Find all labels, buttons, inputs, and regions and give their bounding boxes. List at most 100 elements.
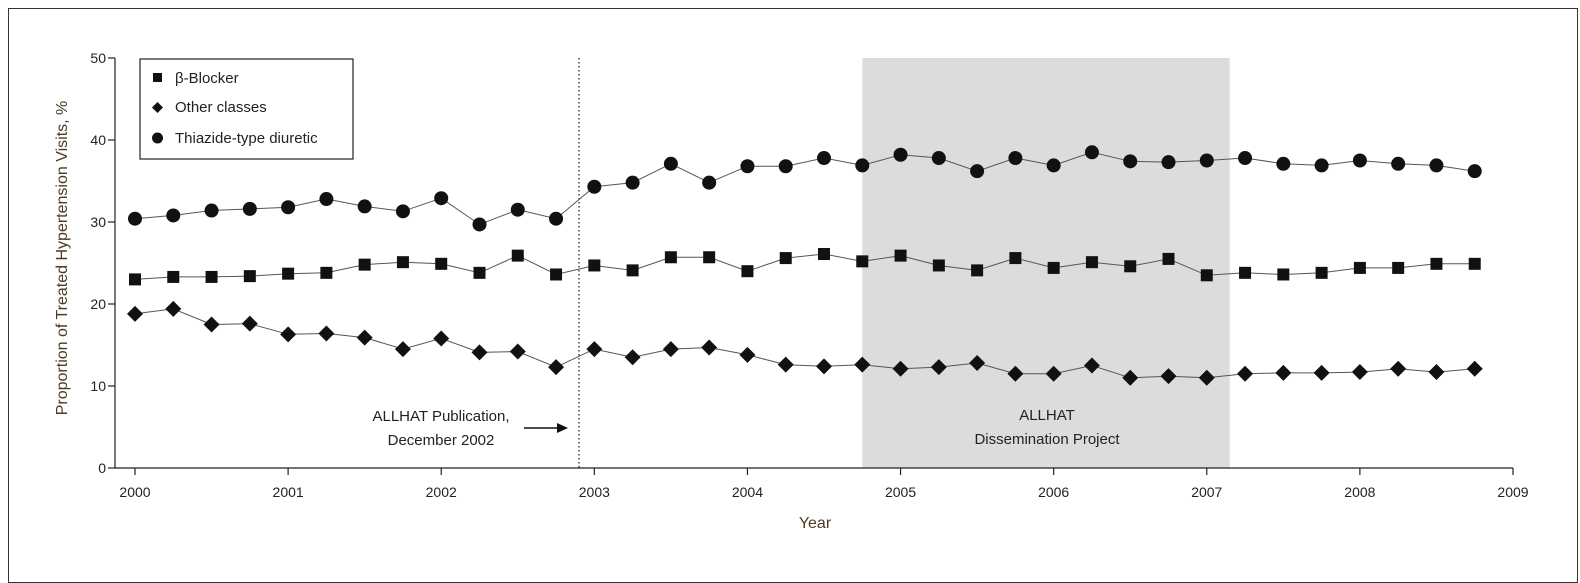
data-point-diamond-17: [777, 356, 794, 373]
data-point-square-21: [932, 259, 945, 272]
data-point-square-24: [1047, 261, 1060, 274]
data-point-circle-31: [1314, 158, 1329, 173]
data-point-diamond-15: [701, 339, 718, 356]
data-point-square-33: [1392, 261, 1405, 274]
data-point-square-0: [129, 273, 141, 286]
series-lines: [134, 151, 1475, 379]
data-point-diamond-9: [471, 344, 488, 361]
data-point-square-26: [1124, 260, 1137, 273]
data-point-circle-20: [893, 147, 908, 162]
data-point-circle-27: [1161, 155, 1176, 170]
x-tick-label-2000: 2000: [119, 484, 150, 500]
data-point-square-14: [664, 251, 677, 264]
x-axis-title: Year: [799, 515, 832, 532]
data-point-diamond-34: [1428, 364, 1445, 381]
data-point-square-10: [511, 249, 524, 262]
x-tick-label-2008: 2008: [1344, 484, 1375, 500]
dissemination-label-line1: ALLHAT: [1019, 407, 1075, 424]
publication-label-line1: ALLHAT Publication,: [372, 408, 509, 425]
x-tick-label-2009: 2009: [1497, 484, 1528, 500]
x-tick-label-2007: 2007: [1191, 484, 1222, 500]
data-point-circle-3: [242, 201, 257, 216]
publication-label-line2: December 2002: [388, 432, 495, 449]
data-point-diamond-14: [662, 341, 679, 358]
data-point-square-15: [703, 251, 716, 264]
data-point-circle-21: [931, 151, 946, 166]
data-point-diamond-29: [1237, 365, 1254, 382]
series-line-circle: [134, 151, 1475, 226]
dissemination-annotation: ALLHAT Dissemination Project: [974, 407, 1120, 448]
data-point-diamond-23: [1007, 365, 1024, 382]
x-tick-label-2005: 2005: [885, 484, 916, 500]
data-point-square-11: [550, 268, 563, 281]
data-point-circle-23: [1008, 151, 1023, 166]
data-point-diamond-32: [1351, 364, 1368, 381]
data-point-diamond-30: [1275, 364, 1292, 381]
x-tick-label-2006: 2006: [1038, 484, 1069, 500]
series-markers: [127, 145, 1483, 386]
data-point-diamond-24: [1045, 365, 1062, 382]
data-point-circle-2: [204, 203, 219, 218]
data-point-diamond-5: [318, 325, 335, 342]
data-point-circle-33: [1391, 156, 1406, 171]
data-point-square-28: [1200, 269, 1213, 282]
data-point-square-29: [1239, 266, 1252, 279]
data-point-square-32: [1353, 261, 1366, 274]
data-point-diamond-35: [1466, 360, 1483, 377]
data-point-diamond-16: [739, 346, 756, 363]
data-point-diamond-8: [433, 330, 450, 347]
data-point-square-13: [626, 264, 639, 277]
data-point-diamond-10: [509, 343, 526, 360]
data-point-circle-4: [281, 200, 296, 215]
data-point-circle-6: [357, 199, 372, 214]
y-tick-label-10: 10: [90, 378, 106, 394]
data-point-circle-26: [1123, 154, 1138, 169]
x-tick-label-2004: 2004: [732, 484, 763, 500]
data-point-circle-24: [1046, 158, 1061, 173]
data-point-square-1: [167, 270, 180, 283]
y-tick-label-30: 30: [90, 214, 106, 230]
data-point-diamond-28: [1198, 369, 1215, 386]
data-point-circle-7: [395, 204, 410, 219]
data-point-square-8: [435, 257, 448, 270]
data-point-circle-11: [549, 211, 564, 226]
data-point-circle-22: [970, 164, 985, 179]
publication-annotation: ALLHAT Publication, December 2002: [372, 408, 568, 449]
data-point-square-12: [588, 259, 601, 272]
x-tick-label-2001: 2001: [273, 484, 304, 500]
data-point-diamond-20: [892, 360, 909, 377]
y-axis-title: Proportion of Treated Hypertension Visit…: [54, 101, 71, 416]
data-point-square-16: [741, 265, 754, 278]
data-point-circle-17: [778, 159, 793, 174]
data-point-circle-16: [740, 159, 755, 174]
data-point-square-22: [971, 264, 984, 277]
data-point-diamond-1: [165, 300, 182, 317]
data-point-diamond-18: [816, 358, 832, 375]
y-tick-label-40: 40: [90, 132, 106, 148]
data-point-square-27: [1162, 252, 1175, 265]
axes: 2000 2001 2002 2003 2004 2005 2006 2007 2008 2009…: [90, 50, 1528, 500]
series-line-diamond: [134, 308, 1475, 379]
data-point-circle-10: [510, 202, 525, 217]
data-point-square-17: [779, 252, 792, 265]
legend-label-beta-blocker: β-Blocker: [175, 70, 239, 87]
data-point-square-18: [818, 247, 830, 260]
data-point-diamond-12: [586, 341, 603, 358]
legend: β-Blocker Other classes Thiazide-type di…: [139, 58, 354, 160]
data-point-circle-25: [1084, 145, 1099, 160]
data-point-diamond-21: [930, 359, 947, 376]
data-point-diamond-26: [1122, 369, 1139, 386]
data-point-circle-30: [1276, 156, 1291, 171]
data-point-square-9: [473, 266, 486, 279]
data-point-square-34: [1430, 257, 1443, 270]
line-chart: 2000 2001 2002 2003 2004 2005 2006 2007 2008 2009…: [54, 50, 1529, 532]
data-point-diamond-25: [1083, 357, 1100, 374]
data-point-circle-14: [663, 156, 678, 171]
data-point-square-25: [1085, 256, 1098, 269]
data-point-square-4: [282, 267, 295, 280]
data-point-circle-1: [166, 208, 181, 223]
data-point-circle-15: [702, 175, 717, 190]
data-point-diamond-27: [1160, 368, 1177, 385]
data-point-diamond-31: [1313, 364, 1330, 381]
data-point-diamond-11: [548, 359, 565, 376]
